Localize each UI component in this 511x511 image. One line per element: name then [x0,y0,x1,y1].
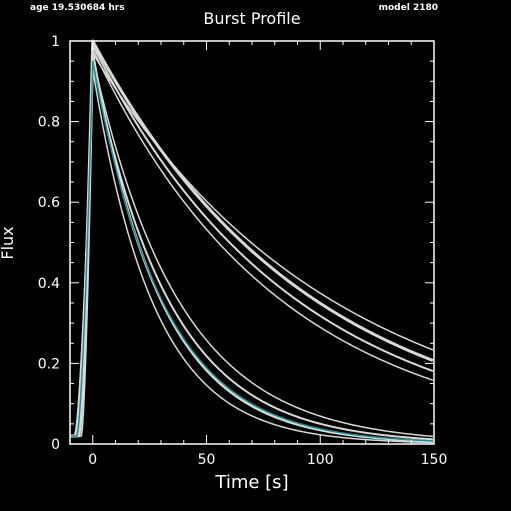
y-tick-label: 1 [51,34,60,50]
burst-curve-fast-6 [70,69,433,442]
y-tick-label: 0 [51,437,60,453]
x-axis-label: Time [s] [214,472,288,493]
burst-curve-fast-7 [70,57,433,436]
burst-curve-slow-1 [70,45,433,436]
y-tick-label: 0.6 [38,195,60,211]
y-tick-label: 0.2 [38,356,60,372]
tick-labels-layer: 0 50 100 150 0 0.2 0.4 0.6 0.8 1 [38,34,448,468]
burst-curve-slow-0 [70,41,433,436]
x-tick-label: 50 [198,452,216,468]
curves-layer [70,41,433,443]
y-tick-label: 0.8 [38,115,60,131]
x-tick-label: 0 [88,452,97,468]
y-tick-label: 0.4 [38,276,60,292]
x-tick-label: 150 [421,452,448,468]
x-tick-label: 100 [307,452,334,468]
y-axis-label: Flux [0,226,17,259]
